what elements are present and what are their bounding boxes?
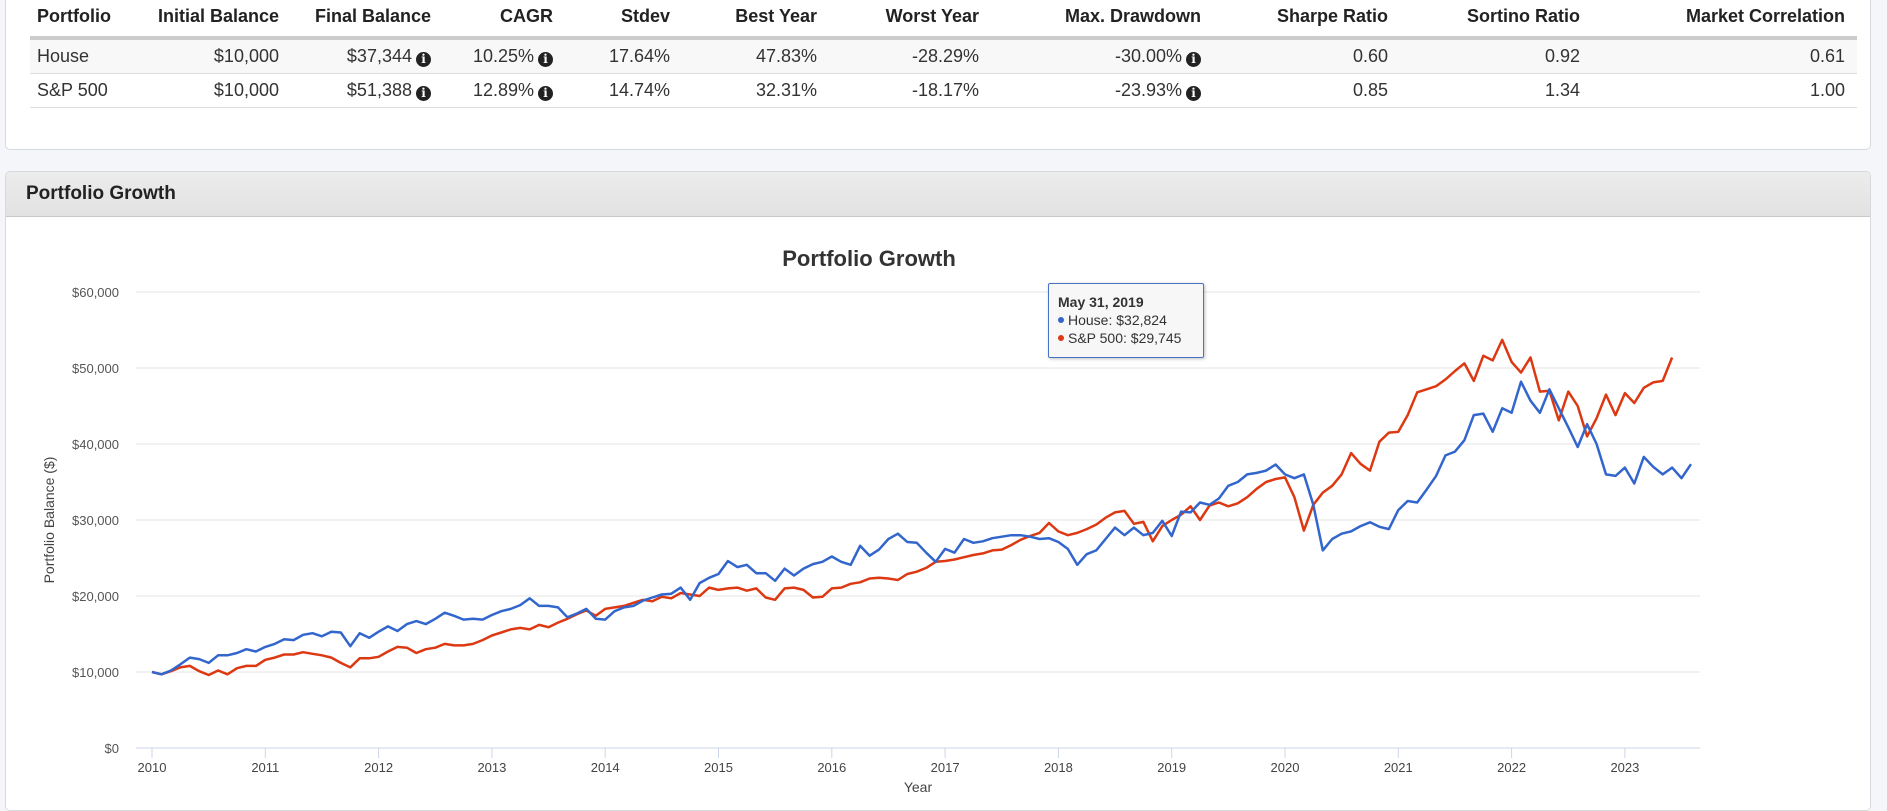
house-series-line[interactable] — [151, 380, 1693, 676]
table-row: S&P 500 $10,000 $51,388 i 12.89% i 14.74% … — [30, 73, 1857, 108]
x-tick-label: 2017 — [931, 760, 960, 775]
x-tick-label: 2018 — [1044, 760, 1073, 775]
info-circle-icon[interactable]: i — [416, 86, 431, 101]
info-circle-icon[interactable]: i — [538, 86, 553, 101]
x-tick-label: 2012 — [364, 760, 393, 775]
house-legend-dot-icon — [1058, 317, 1064, 323]
y-tick-label: $50,000 — [72, 361, 119, 376]
cell-final-balance: $51,388 i — [291, 73, 443, 108]
cell-sharpe-ratio: 0.60 — [1213, 38, 1400, 74]
col-initial-balance: Initial Balance — [149, 0, 291, 40]
y-axis-ticks: $0 $10,000 $20,000 $30,000 $40,000 $50,000 $60… — [72, 285, 119, 756]
col-worst-year: Worst Year — [829, 0, 991, 40]
cell-market-correlation: 0.61 — [1592, 38, 1857, 74]
x-tick-label: 2011 — [251, 760, 279, 775]
table-row: House $10,000 $37,344 i 10.25% i 17.64% 47… — [30, 38, 1857, 74]
col-max-drawdown: Max. Drawdown — [991, 0, 1213, 40]
stats-panel: Portfolio Initial Balance Final Balance … — [5, 0, 1871, 150]
x-tick-label: 2020 — [1271, 760, 1300, 775]
col-cagr: CAGR — [443, 0, 565, 40]
cell-max-drawdown: -23.93% i — [991, 73, 1213, 108]
tooltip-date: May 31, 2019 — [1058, 294, 1144, 310]
cell-cagr: 12.89% i — [443, 73, 565, 108]
cell-best-year: 47.83% — [682, 38, 829, 74]
x-tick-label: 2010 — [138, 760, 167, 775]
x-tick-label: 2023 — [1610, 760, 1639, 775]
cagr-value: 12.89% — [472, 80, 534, 100]
y-tick-label: $30,000 — [72, 513, 119, 528]
x-tick-label: 2022 — [1497, 760, 1526, 775]
info-circle-icon[interactable]: i — [1186, 86, 1201, 101]
info-circle-icon[interactable]: i — [538, 52, 553, 67]
x-axis-ticks: 2010 2011 2012 2013 2014 2015 2016 2017 2018 2019… — [138, 748, 1639, 775]
sp500-series-line[interactable] — [151, 338, 1674, 677]
stats-table: Portfolio Initial Balance Final Balance … — [30, 0, 1857, 108]
panel-header: Portfolio Growth — [6, 172, 1870, 217]
col-best-year: Best Year — [682, 0, 829, 40]
y-tick-label: $40,000 — [72, 437, 119, 452]
info-circle-icon[interactable]: i — [1186, 52, 1201, 67]
tooltip-sp500: S&P 500: $29,745 — [1058, 329, 1203, 347]
cell-initial-balance: $10,000 — [149, 38, 291, 74]
cell-portfolio: S&P 500 — [30, 73, 149, 108]
cell-sortino-ratio: 0.92 — [1400, 38, 1592, 74]
cell-sharpe-ratio: 0.85 — [1213, 73, 1400, 108]
info-circle-icon[interactable]: i — [416, 52, 431, 67]
x-tick-label: 2015 — [704, 760, 733, 775]
series-lines — [151, 338, 1693, 677]
col-market-correlation: Market Correlation — [1592, 0, 1857, 40]
x-tick-label: 2016 — [817, 760, 846, 775]
cell-market-correlation: 1.00 — [1592, 73, 1857, 108]
gridlines — [136, 291, 1700, 749]
y-tick-label: $60,000 — [72, 285, 119, 300]
x-tick-label: 2019 — [1157, 760, 1186, 775]
tooltip-house: House: $32,824 — [1058, 311, 1203, 329]
portfolio-growth-panel: Portfolio Growth — [5, 171, 1871, 811]
cell-stdev: 14.74% — [565, 73, 682, 108]
col-final-balance: Final Balance — [291, 0, 443, 40]
chart-tooltip: May 31, 2019 House: $32,824 S&P 500: $29… — [1048, 283, 1204, 358]
col-stdev: Stdev — [565, 0, 682, 40]
x-tick-label: 2014 — [591, 760, 620, 775]
cell-stdev: 17.64% — [565, 38, 682, 74]
cell-sortino-ratio: 1.34 — [1400, 73, 1592, 108]
cell-initial-balance: $10,000 — [149, 73, 291, 108]
x-axis-label: Year — [904, 779, 933, 795]
tooltip-house-value: House: $32,824 — [1068, 312, 1167, 328]
final-balance-value: $51,388 — [346, 80, 412, 100]
cell-worst-year: -28.29% — [829, 38, 991, 74]
y-tick-label: $10,000 — [72, 665, 119, 680]
sp500-legend-dot-icon — [1058, 335, 1064, 341]
col-sortino-ratio: Sortino Ratio — [1400, 0, 1592, 40]
cell-cagr: 10.25% i — [443, 38, 565, 74]
x-tick-label: 2013 — [477, 760, 506, 775]
y-tick-label: $20,000 — [72, 589, 119, 604]
y-tick-label: $0 — [105, 741, 119, 756]
x-tick-label: 2021 — [1384, 760, 1413, 775]
cagr-value: 10.25% — [472, 46, 534, 66]
tooltip-sp500-value: S&P 500: $29,745 — [1068, 330, 1182, 346]
final-balance-value: $37,344 — [346, 46, 412, 66]
stats-header-row: Portfolio Initial Balance Final Balance … — [30, 0, 1857, 40]
max-drawdown-value: -23.93% — [1114, 80, 1182, 100]
col-portfolio: Portfolio — [30, 0, 149, 40]
cell-max-drawdown: -30.00% i — [991, 38, 1213, 74]
cell-best-year: 32.31% — [682, 73, 829, 108]
col-sharpe-ratio: Sharpe Ratio — [1213, 0, 1400, 40]
cell-portfolio: House — [30, 38, 149, 74]
y-axis-label: Portfolio Balance ($) — [41, 457, 57, 584]
max-drawdown-value: -30.00% — [1114, 46, 1182, 66]
chart-title: Portfolio Growth — [782, 246, 956, 271]
cell-final-balance: $37,344 i — [291, 38, 443, 74]
cell-worst-year: -18.17% — [829, 73, 991, 108]
